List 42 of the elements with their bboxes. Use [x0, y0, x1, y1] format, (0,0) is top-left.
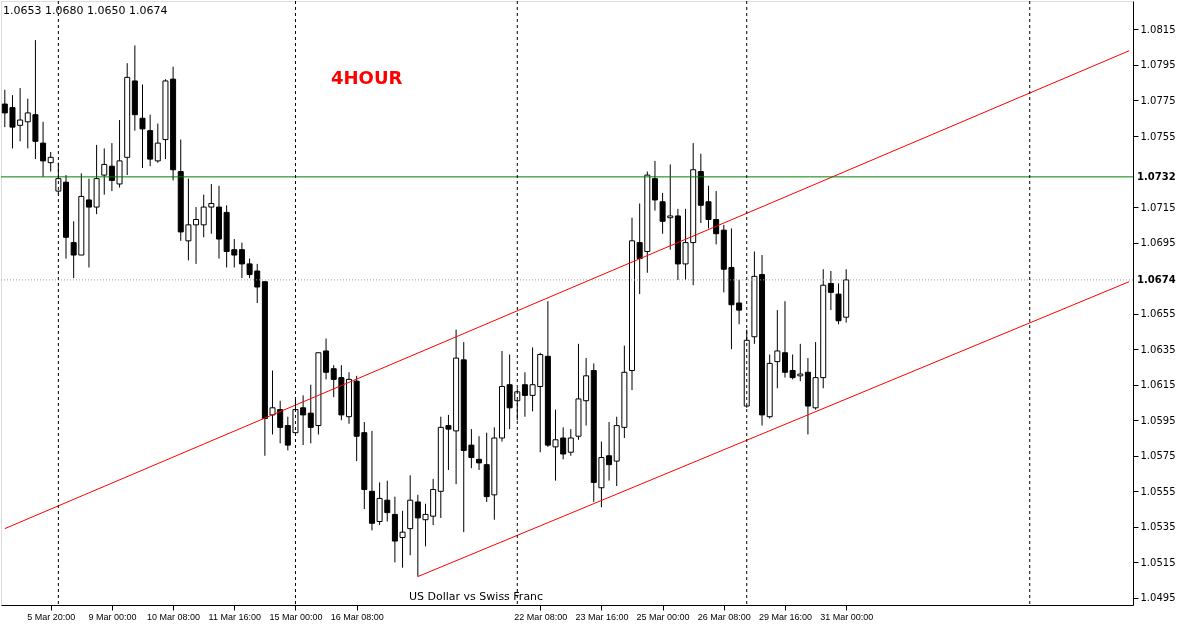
candlestick	[101, 147, 108, 196]
y-tick-label: 1.0755	[1140, 130, 1176, 142]
y-tick-label: 1.0595	[1140, 414, 1176, 426]
ref-line-label: 1.0732	[1137, 170, 1176, 182]
y-tick-label: 1.0535	[1140, 521, 1176, 533]
candlestick	[774, 309, 781, 389]
x-tick-label: 26 Mar 08:00	[697, 611, 751, 622]
x-tick-label: 15 Mar 00:00	[269, 611, 323, 622]
y-tick-label: 1.0695	[1140, 237, 1176, 249]
x-tick-label: 9 Mar 00:00	[88, 611, 137, 622]
candlestick	[651, 160, 658, 212]
annotation: 1.0653 1.0680 1.0650 1.0674	[3, 4, 168, 17]
x-tick-label: 31 Mar 00:00	[820, 611, 874, 622]
candlestick	[827, 270, 834, 311]
y-tick-label: 1.0655	[1140, 308, 1176, 320]
y-tick-label: 1.0715	[1140, 201, 1176, 213]
text: 4HOUR	[331, 67, 403, 88]
y-tick-label: 1.0775	[1140, 94, 1176, 106]
ref-line-label: 1.0674	[1137, 273, 1176, 285]
candlestick	[476, 435, 483, 471]
y-tick-label: 1.0495	[1140, 592, 1176, 604]
x-tick-label: 23 Mar 16:00	[575, 611, 629, 622]
y-tick-label: 1.0615	[1140, 379, 1176, 391]
x-tick-label: 11 Mar 16:00	[208, 611, 261, 622]
candlestick	[139, 83, 146, 169]
annotation: US Dollar vs Swiss Franc	[409, 590, 544, 603]
y-tick-label: 1.0815	[1140, 23, 1176, 35]
x-tick-label: 22 Mar 08:00	[514, 611, 568, 622]
x-tick-label: 5 Mar 20:00	[27, 611, 76, 622]
x-tick-label: 29 Mar 16:00	[758, 611, 813, 622]
y-tick-label: 1.0795	[1140, 59, 1176, 71]
y-tick-label: 1.0575	[1140, 450, 1176, 462]
y-tick-label: 1.0515	[1140, 556, 1176, 568]
x-tick-label: 16 Mar 08:00	[330, 611, 384, 622]
y-tick-label: 1.0555	[1140, 485, 1176, 497]
candlestick	[40, 121, 47, 178]
candlestick	[567, 428, 574, 457]
y-tick-label: 1.0635	[1140, 343, 1176, 355]
candlestick	[154, 123, 161, 164]
x-tick-label: 25 Mar 00:00	[636, 611, 690, 622]
candlestick	[47, 151, 54, 173]
x-tick-label: 10 Mar 08:00	[147, 611, 201, 622]
